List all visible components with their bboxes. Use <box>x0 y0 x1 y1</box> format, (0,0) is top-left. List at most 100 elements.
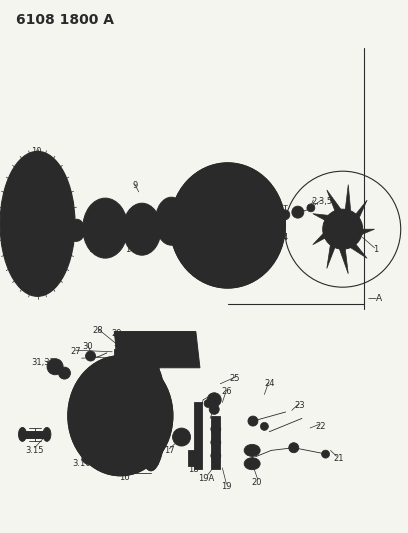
Circle shape <box>86 454 92 461</box>
Ellipse shape <box>155 197 187 245</box>
Ellipse shape <box>18 427 27 441</box>
Circle shape <box>93 402 109 418</box>
Ellipse shape <box>4 189 71 197</box>
Ellipse shape <box>68 356 173 476</box>
Text: 33: 33 <box>91 406 101 415</box>
Circle shape <box>204 399 212 408</box>
Circle shape <box>216 196 224 204</box>
Text: 16: 16 <box>119 473 130 481</box>
Circle shape <box>166 346 172 352</box>
Circle shape <box>163 343 175 355</box>
Circle shape <box>289 443 299 453</box>
Circle shape <box>307 204 315 212</box>
Text: 4: 4 <box>283 233 288 241</box>
Ellipse shape <box>0 151 75 296</box>
Circle shape <box>98 407 104 414</box>
Circle shape <box>248 416 258 426</box>
Ellipse shape <box>133 217 151 241</box>
Text: 29: 29 <box>111 329 122 337</box>
Text: 13: 13 <box>89 245 99 254</box>
Polygon shape <box>143 352 159 378</box>
Text: 9: 9 <box>132 181 137 190</box>
Polygon shape <box>351 229 375 239</box>
Circle shape <box>338 224 348 234</box>
Text: 3.16: 3.16 <box>72 459 91 468</box>
Ellipse shape <box>213 209 243 241</box>
Text: 11: 11 <box>10 220 21 228</box>
Ellipse shape <box>244 458 260 470</box>
Circle shape <box>211 397 217 403</box>
Polygon shape <box>337 242 348 274</box>
Circle shape <box>58 367 71 379</box>
Ellipse shape <box>22 189 53 259</box>
Ellipse shape <box>173 428 191 446</box>
Polygon shape <box>114 349 126 358</box>
Polygon shape <box>211 416 220 469</box>
Text: 30: 30 <box>82 342 93 351</box>
Text: 28: 28 <box>93 326 103 335</box>
Circle shape <box>296 210 300 214</box>
Circle shape <box>323 209 363 249</box>
Circle shape <box>322 450 330 458</box>
Ellipse shape <box>69 219 85 241</box>
Circle shape <box>182 337 190 345</box>
Polygon shape <box>327 235 337 269</box>
Circle shape <box>207 393 221 407</box>
Text: 6108 1800 A: 6108 1800 A <box>16 13 114 27</box>
Circle shape <box>232 247 240 255</box>
Ellipse shape <box>194 189 262 262</box>
Text: 19: 19 <box>221 482 232 490</box>
Ellipse shape <box>102 224 109 232</box>
Text: 25: 25 <box>229 374 240 383</box>
Ellipse shape <box>4 249 71 258</box>
Ellipse shape <box>170 163 285 288</box>
Ellipse shape <box>4 229 71 238</box>
Ellipse shape <box>96 217 114 239</box>
Circle shape <box>209 405 219 414</box>
Circle shape <box>185 347 195 357</box>
Ellipse shape <box>161 206 182 236</box>
Circle shape <box>105 401 135 431</box>
Circle shape <box>82 450 96 464</box>
Ellipse shape <box>138 224 146 234</box>
Text: 1: 1 <box>373 245 378 254</box>
Circle shape <box>211 451 221 461</box>
Ellipse shape <box>4 219 71 228</box>
Text: 26: 26 <box>221 387 232 396</box>
Text: 18: 18 <box>188 465 199 473</box>
Polygon shape <box>351 200 367 229</box>
Circle shape <box>280 210 290 220</box>
Text: 3.15: 3.15 <box>25 446 44 455</box>
Circle shape <box>33 219 42 229</box>
Text: —A: —A <box>367 294 382 303</box>
Text: 2,3,5: 2,3,5 <box>312 197 333 206</box>
Polygon shape <box>212 187 222 195</box>
Circle shape <box>52 364 58 370</box>
Circle shape <box>260 422 268 431</box>
Ellipse shape <box>177 433 186 441</box>
Text: 6: 6 <box>199 244 205 252</box>
Circle shape <box>232 250 242 260</box>
Polygon shape <box>235 257 244 265</box>
Text: 20: 20 <box>252 478 262 487</box>
Text: 3: 3 <box>275 206 280 215</box>
Circle shape <box>86 351 95 361</box>
Text: 24: 24 <box>264 379 275 388</box>
Circle shape <box>173 354 182 364</box>
Circle shape <box>211 424 221 434</box>
Polygon shape <box>151 341 161 352</box>
Text: 19A: 19A <box>198 474 214 482</box>
Circle shape <box>211 438 221 447</box>
Text: 10: 10 <box>31 148 42 156</box>
Polygon shape <box>327 190 345 216</box>
Ellipse shape <box>31 212 44 236</box>
Circle shape <box>114 410 126 422</box>
Ellipse shape <box>4 209 71 217</box>
Text: 5: 5 <box>224 256 229 264</box>
Circle shape <box>175 357 180 361</box>
Text: 31,32: 31,32 <box>31 358 55 367</box>
Polygon shape <box>22 431 47 438</box>
Ellipse shape <box>123 203 161 255</box>
Circle shape <box>47 359 63 375</box>
Ellipse shape <box>73 226 80 235</box>
